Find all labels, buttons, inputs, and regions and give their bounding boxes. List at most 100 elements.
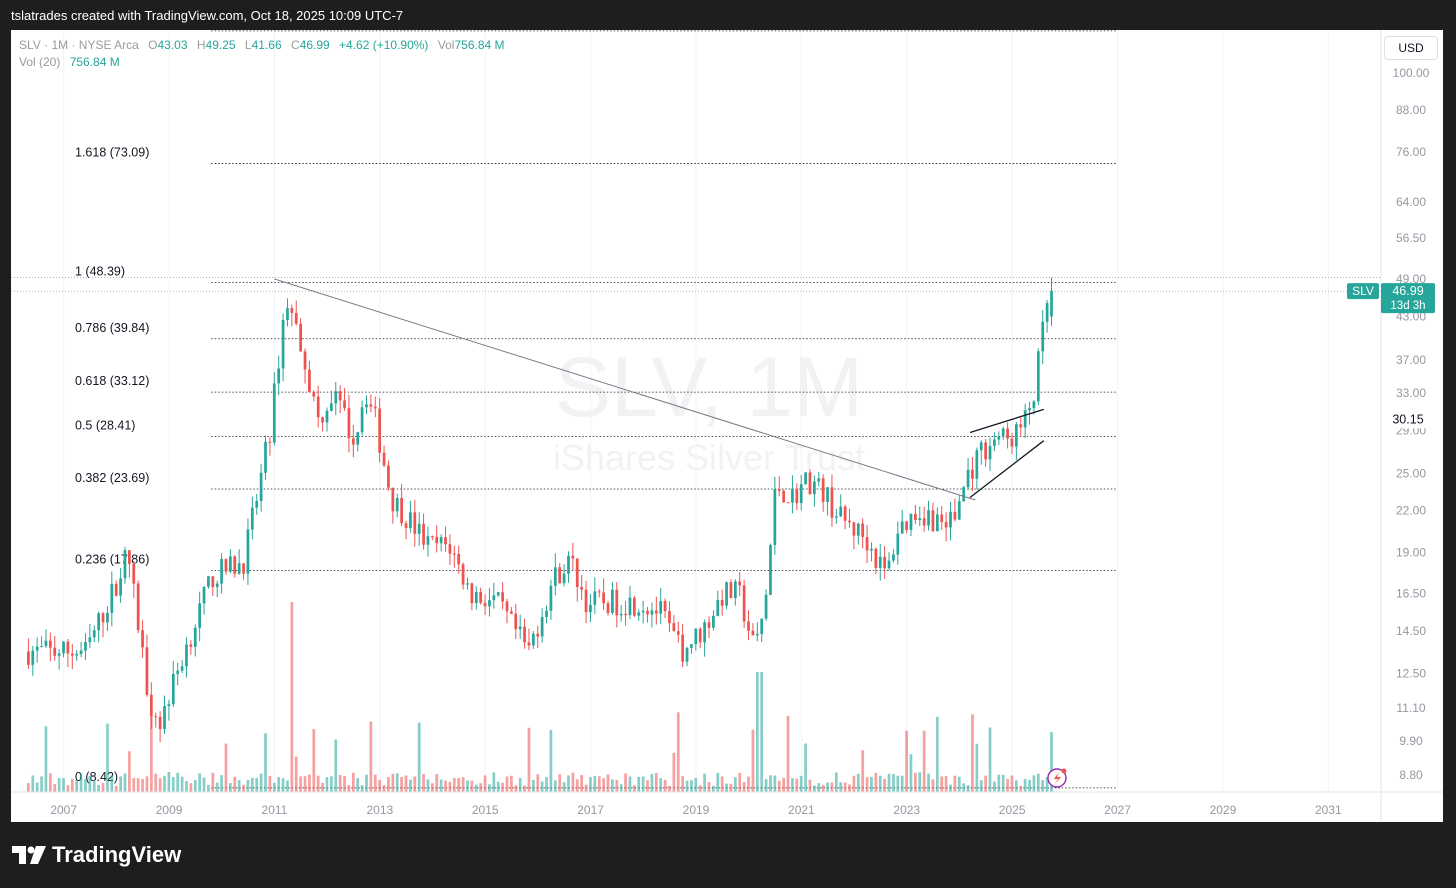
volume-bar [619,784,623,792]
legend-vol20-label: Vol (20) [19,55,61,69]
candle-body [483,602,487,607]
y-tick-label: 22.00 [1396,503,1426,517]
candle-body [1015,424,1018,447]
volume-bar [663,779,667,792]
axes-layer: 2007 2009 2011 2013 2015 2017 2019 2021 2023 2025… [11,30,1443,822]
volume-bar [962,783,966,792]
y-tick-label: 56.50 [1396,231,1426,245]
candle-body [949,511,952,528]
candle-body [834,516,838,518]
candle-body [957,501,961,520]
candle-body [624,613,627,616]
candle-body [356,432,360,445]
candle-body [466,583,469,585]
candle-body [808,472,812,495]
volume-bar [738,772,742,792]
volume-bar [878,775,882,792]
candle-body [373,406,377,409]
volume-bar [580,774,584,792]
currency-button[interactable]: USD [1384,36,1438,60]
candle-body [141,630,144,648]
candle-body [510,611,513,614]
volume-bar [448,781,452,792]
candle-body [953,511,957,520]
price-badge-countdown: 13d 3h [1390,300,1425,312]
volume-bar [632,785,636,792]
candle-body [35,646,39,651]
candle-body [400,497,403,524]
volume-bar [461,777,465,792]
tradingview-logo[interactable]: TradingView [12,842,181,868]
volume-bar [922,730,926,792]
candle-body [615,589,619,616]
candle-body [40,646,43,648]
chart-svg[interactable]: SLV, 1M iShares Silver Trust 2.618 (115.… [11,30,1443,822]
candle-body [593,591,597,605]
candle-body [514,613,518,630]
x-tick-label: 2023 [893,803,920,817]
volume-bar [716,772,720,792]
x-tick-label: 2019 [683,803,710,817]
candle-body [962,487,966,502]
candle-body [571,555,575,559]
volume-bar [527,727,531,792]
volume-bar [523,785,526,792]
volume-bar [720,776,724,792]
volume-bar [646,780,649,792]
legend-symbol: SLV · 1M · NYSE Arca [19,38,139,52]
y-tick-label: 12.50 [1396,667,1426,681]
candle-body [479,592,483,603]
candle-body [343,400,346,409]
volume-bar [751,729,755,792]
candle-body [799,484,803,504]
candle-body [536,633,540,637]
volume-bar [303,776,307,792]
volume-bar [900,775,904,792]
volume-bar [409,779,412,792]
marker-badge-bg [1382,410,1434,429]
volume-bar [979,780,983,792]
candle-body [755,633,759,636]
candle-body [993,439,996,446]
x-tick-label: 2007 [50,803,77,817]
legend-high-label: H [196,38,206,52]
volume-bar [637,776,641,792]
volume-bar [839,782,843,792]
volume-bar [905,730,908,792]
volume-bar [330,776,333,792]
chart-frame[interactable]: SLV, 1M iShares Silver Trust 2.618 (115.… [11,30,1443,822]
candle-body [940,514,944,523]
candle-body [154,716,158,718]
candle-body [123,550,127,579]
candle-body [369,404,373,407]
candle-body [817,478,821,482]
fib-label: 1.618 (73.09) [75,145,149,159]
volume-bar [259,773,263,792]
candle-body [171,673,175,705]
candle-body [795,488,799,504]
candle-body [716,599,720,616]
volume-bar [97,784,101,792]
candle-body [176,670,180,674]
trendlines-layer[interactable] [274,278,1045,501]
candle-body [690,644,693,648]
volume-bar [505,776,509,792]
x-tick-label: 2017 [577,803,604,817]
volume-bar [44,726,48,792]
candle-body [365,404,368,408]
volume-bar [1010,775,1014,792]
volume-bar [733,777,737,792]
volume-bar [1028,779,1031,792]
volume-bar [1006,778,1009,792]
candle-body [277,368,281,384]
volume-bar [760,672,764,792]
flash-icon-bolt [1053,772,1061,784]
volume-bar [940,776,944,792]
legend-change: +4.62 (+10.90%) [339,38,429,52]
marker-badge-value: 30.15 [1392,412,1423,426]
candle-body [66,641,70,654]
candle-body [215,583,219,588]
volume-bar [694,777,698,792]
header-text: tslatrades created with TradingView.com,… [11,8,404,23]
volume-bar [308,774,311,792]
